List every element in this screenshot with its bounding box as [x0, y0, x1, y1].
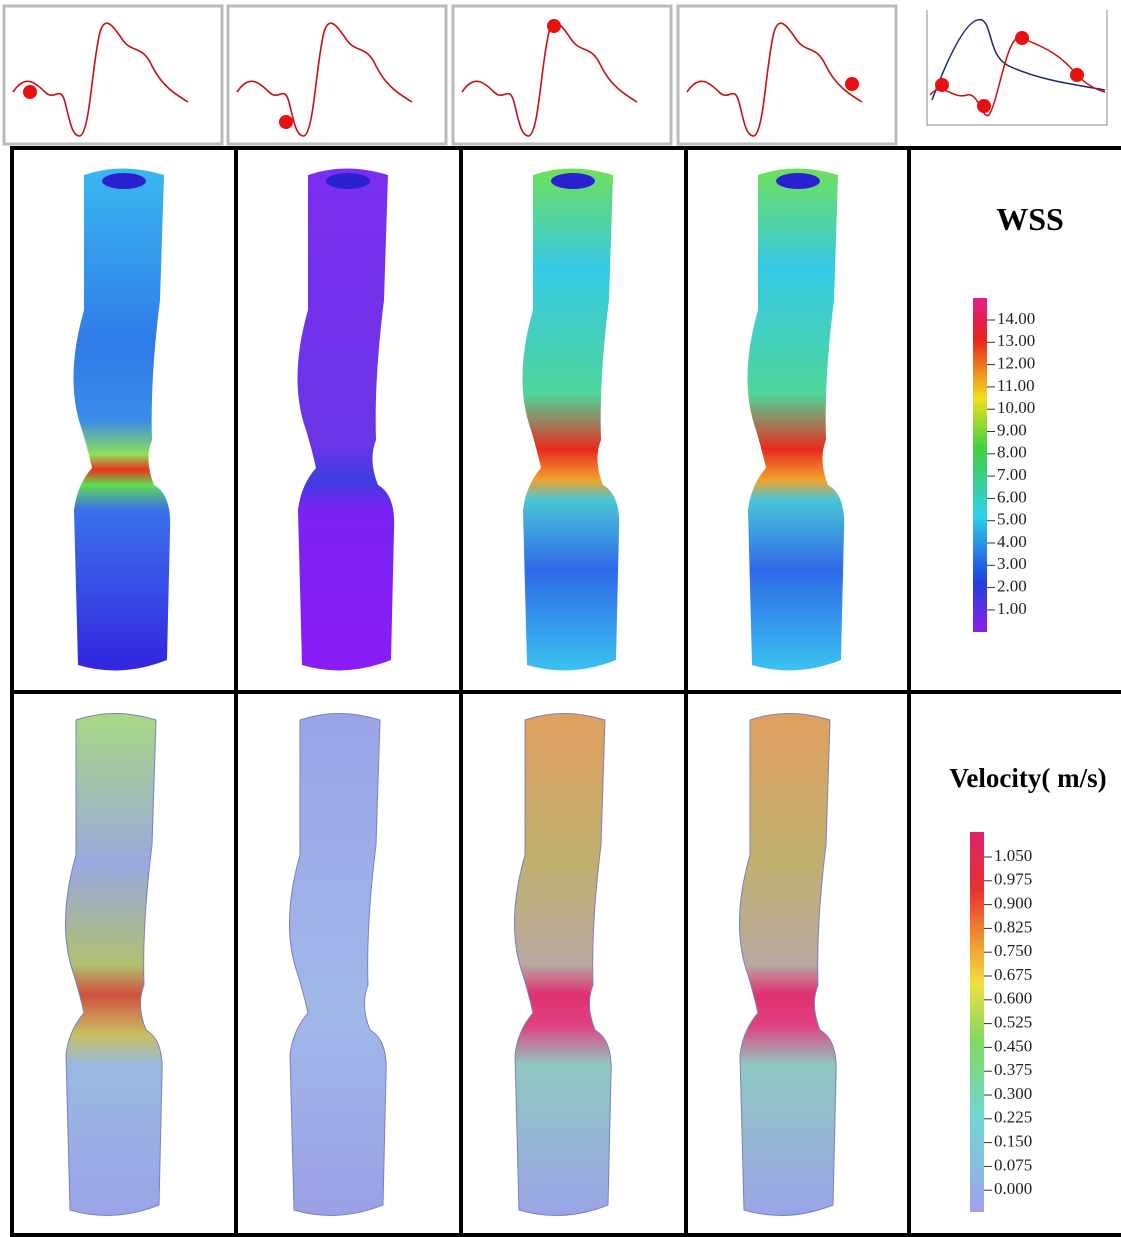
velocity-title: Velocity( m/s)	[949, 763, 1106, 793]
wss-vessel	[73, 169, 170, 671]
colorbar-tick-label: 0.900	[994, 894, 1032, 913]
colorbar-tick-label: 0.525	[994, 1013, 1032, 1032]
wss-title: WSS	[996, 201, 1064, 237]
vessel-opening	[326, 173, 370, 189]
phase-dot	[1070, 68, 1084, 82]
colorbar-tick-label: 0.975	[994, 870, 1032, 889]
velocity-colorbar	[970, 832, 984, 1212]
phase-dot	[845, 77, 859, 91]
vessel-opening	[776, 173, 820, 189]
colorbar-tick-label: 5.00	[997, 510, 1027, 529]
phase-dot	[935, 78, 949, 92]
wss-colorbar	[973, 298, 987, 632]
colorbar-tick-label: 3.00	[997, 554, 1027, 573]
colorbar-tick-label: 13.00	[997, 331, 1035, 350]
colorbar-tick-label: 12.00	[997, 354, 1035, 373]
colorbar-tick-label: 0.600	[994, 989, 1032, 1008]
colorbar-tick-label: 0.000	[994, 1179, 1032, 1198]
phase-dot	[1015, 31, 1029, 45]
colorbar-tick-label: 4.00	[997, 532, 1027, 551]
phase-dot	[23, 85, 37, 99]
colorbar-tick-label: 8.00	[997, 443, 1027, 462]
phase-dot	[977, 99, 991, 113]
colorbar-tick-label: 1.050	[994, 846, 1032, 865]
vessel-opening	[551, 173, 595, 189]
colorbar-tick-label: 11.00	[997, 376, 1035, 395]
velocity-vessel	[739, 714, 836, 1216]
wss-vessel	[522, 169, 619, 671]
colorbar-tick-label: 0.300	[994, 1084, 1032, 1103]
velocity-vessel	[65, 714, 162, 1216]
flow-curve	[932, 20, 1105, 100]
colorbar-tick-label: 2.00	[997, 577, 1027, 596]
colorbar-tick-label: 6.00	[997, 487, 1027, 506]
colorbar-tick-label: 10.00	[997, 398, 1035, 417]
vessel-opening	[102, 173, 146, 189]
velocity-vessel	[514, 714, 611, 1216]
colorbar-tick-label: 0.225	[994, 1108, 1032, 1127]
wss-vessel	[297, 169, 394, 671]
phase-dot	[547, 19, 561, 33]
page: WSS Velocity( m/s) 14.00 13.00 12.00 11.00 1…	[0, 0, 1121, 1237]
colorbar-tick-label: 0.750	[994, 941, 1032, 960]
figure: WSS Velocity( m/s) 14.00 13.00 12.00 11.00 1…	[0, 0, 1121, 1237]
colorbar-tick-label: 9.00	[997, 420, 1027, 439]
colorbar-tick-label: 1.00	[997, 599, 1027, 618]
phase-dot	[279, 115, 293, 129]
layout	[4, 6, 1121, 1237]
colorbar-tick-label: 0.150	[994, 1132, 1032, 1151]
axes	[927, 10, 1107, 125]
colorbar-tick-label: 14.00	[997, 309, 1035, 328]
colorbar-tick-label: 0.375	[994, 1060, 1032, 1079]
colorbar-tick-label: 0.675	[994, 965, 1032, 984]
colorbar-tick-label: 7.00	[997, 465, 1027, 484]
colorbar-tick-label: 0.825	[994, 917, 1032, 936]
colorbar-tick-label: 0.075	[994, 1155, 1032, 1174]
colorbar-tick-label: 0.450	[994, 1036, 1032, 1055]
velocity-vessel	[289, 714, 386, 1216]
wss-vessel	[747, 169, 844, 671]
